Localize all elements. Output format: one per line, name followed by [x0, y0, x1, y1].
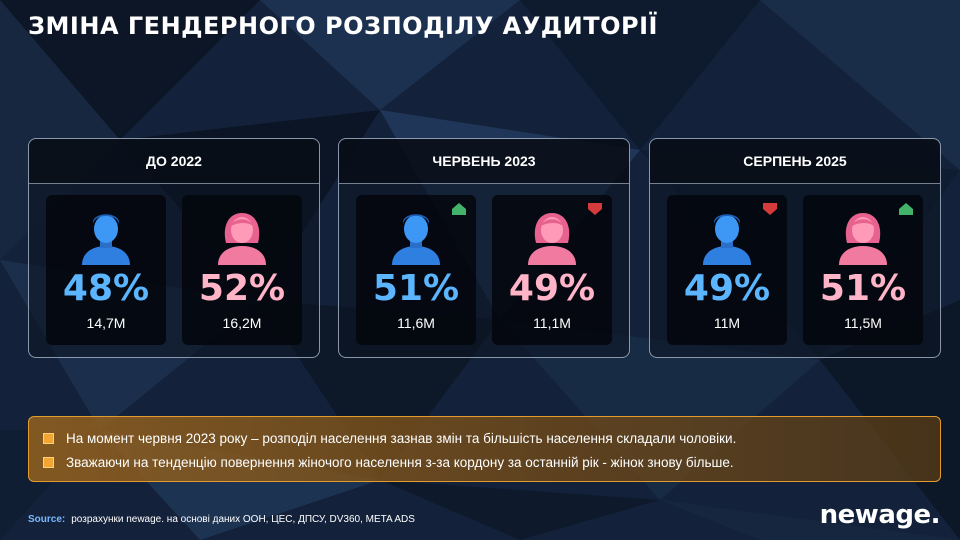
insight-text: На момент червня 2023 року – розподіл на…	[66, 430, 737, 446]
male-card: 49% 11M	[667, 195, 787, 345]
female-count: 16,2M	[222, 315, 262, 331]
source-footnote: Source: розрахунки newage. на основі дани…	[28, 514, 415, 525]
female-person-icon	[839, 213, 887, 265]
panel-heading: СЕРПЕНЬ 2025	[650, 139, 940, 184]
source-text: розрахунки newage. на основі даних ООН, …	[71, 514, 415, 525]
square-bullet-icon	[43, 456, 54, 468]
male-percent: 48%	[62, 268, 150, 309]
female-card: 49% 11,1M	[492, 195, 612, 345]
female-card: 52% 16,2M	[182, 195, 302, 345]
period-panel-before-2022: ДО 2022 48% 14,7M 52% 16,2M	[28, 138, 320, 358]
female-percent: 49%	[508, 268, 596, 309]
male-percent: 51%	[372, 268, 460, 309]
female-card: 51% 11,5M	[803, 195, 923, 345]
female-percent: 51%	[819, 268, 907, 309]
period-panel-june-2023: ЧЕРВЕНЬ 2023 51% 11,6M 49% 11,1M	[338, 138, 630, 358]
male-count: 11,6M	[397, 315, 435, 331]
trend-down-icon	[763, 203, 777, 215]
trend-up-icon	[452, 203, 466, 215]
insights-box: На момент червня 2023 року – розподіл на…	[28, 416, 941, 482]
female-count: 11,1M	[533, 315, 571, 331]
newage-logo: newage.	[819, 500, 941, 530]
female-count: 11,5M	[844, 315, 882, 331]
male-percent: 49%	[683, 268, 771, 309]
panel-heading: ЧЕРВЕНЬ 2023	[339, 139, 629, 184]
female-person-icon	[528, 213, 576, 265]
trend-up-icon	[899, 203, 913, 215]
male-count: 14,7M	[86, 315, 126, 331]
period-panel-august-2025: СЕРПЕНЬ 2025 49% 11M 51% 11,5M	[649, 138, 941, 358]
page-title: ЗМІНА ГЕНДЕРНОГО РОЗПОДІЛУ АУДИТОРІЇ	[28, 12, 658, 40]
panel-heading: ДО 2022	[29, 139, 319, 184]
female-person-icon	[218, 213, 266, 265]
male-person-icon	[392, 214, 440, 265]
male-card: 48% 14,7M	[46, 195, 166, 345]
male-count: 11M	[713, 315, 741, 331]
male-card: 51% 11,6M	[356, 195, 476, 345]
insight-text: Зважаючи на тенденцію повернення жіночог…	[66, 454, 734, 470]
male-person-icon	[82, 214, 130, 265]
trend-down-icon	[588, 203, 602, 215]
insight-item: На момент червня 2023 року – розподіл на…	[43, 427, 926, 449]
male-person-icon	[703, 214, 751, 265]
insight-item: Зважаючи на тенденцію повернення жіночог…	[43, 451, 926, 473]
square-bullet-icon	[43, 432, 54, 444]
source-label: Source:	[28, 514, 66, 525]
female-percent: 52%	[198, 268, 286, 309]
